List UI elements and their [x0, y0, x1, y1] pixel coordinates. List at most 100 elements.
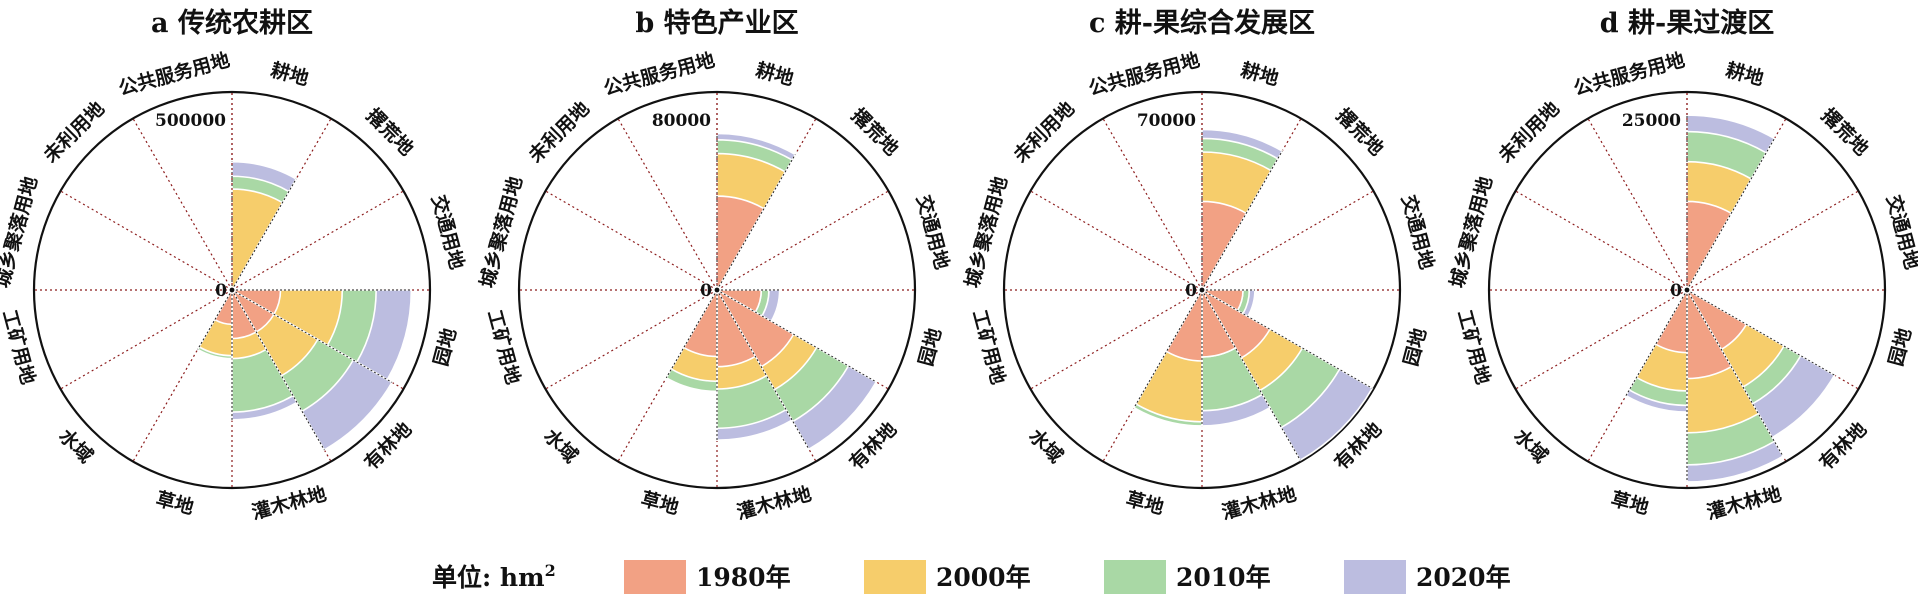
legend-label: 2000年 [936, 563, 1031, 592]
category-label: 耕地 [754, 58, 797, 90]
panel-title: b 特色产业区 [635, 7, 798, 39]
radial-guide [1030, 289, 1203, 390]
radial-guide [1686, 190, 1859, 291]
max-value-label: 25000 [1622, 111, 1681, 131]
zero-label: 0 [700, 281, 712, 301]
rose-sector-草地-1980年 [1654, 287, 1688, 354]
category-label: 草地 [1124, 487, 1167, 519]
category-label: 水域 [1510, 424, 1553, 467]
category-label: 撂荒地 [1817, 104, 1874, 161]
category-label: 园地 [1884, 326, 1916, 369]
category-label: 未利用地 [38, 97, 109, 168]
sector-edge [1686, 289, 1835, 376]
category-label: 工矿用地 [1453, 307, 1495, 386]
legend-label: 2010年 [1176, 563, 1271, 592]
category-label: 工矿用地 [968, 307, 1010, 386]
radial-guide [1201, 190, 1374, 291]
category-label: 未利用地 [1493, 97, 1564, 168]
category-label: 交通用地 [427, 192, 469, 271]
sector-edge [231, 178, 297, 291]
radial-guide [545, 289, 718, 390]
radial-guide [545, 190, 718, 291]
radial-guide [132, 289, 233, 462]
zero-label: 0 [1185, 281, 1197, 301]
legend-swatch-1980年 [624, 560, 686, 594]
category-label: 水域 [55, 424, 98, 467]
legend: 单位: hm2 1980年 2000年 2010年 2020年 [432, 560, 1511, 594]
outer-ring [517, 90, 917, 490]
radial-guide [1201, 118, 1302, 291]
category-label: 灌木林地 [1704, 482, 1783, 524]
category-label: 草地 [154, 487, 197, 519]
category-label: 交通用地 [1397, 192, 1439, 271]
panel-title: c 耕-果综合发展区 [1089, 7, 1315, 39]
category-label: 草地 [1609, 487, 1652, 519]
center-dot [714, 287, 720, 293]
category-label: 园地 [914, 326, 946, 369]
panel-title: d 耕-果过渡区 [1600, 7, 1775, 39]
legend-label: 2020年 [1416, 563, 1511, 592]
radial-guide [1515, 289, 1688, 390]
category-label: 未利用地 [523, 97, 594, 168]
radial-guide [1102, 289, 1203, 462]
category-label: 撂荒地 [362, 104, 419, 161]
legend-label: 1980年 [696, 563, 791, 592]
sector-edge [231, 289, 298, 403]
radial-guide [60, 289, 233, 390]
outer-ring [1002, 90, 1402, 490]
category-label: 有林地 [845, 418, 902, 475]
category-label: 草地 [639, 487, 682, 519]
sector-edge [716, 289, 877, 383]
rose-sector-耕地-1980年 [716, 195, 766, 293]
rose-sector-草地-1980年 [1165, 287, 1203, 362]
radial-guide [1515, 190, 1688, 291]
category-label: 有林地 [1815, 418, 1872, 475]
category-label: 交通用地 [912, 192, 954, 271]
category-label: 园地 [429, 326, 461, 369]
panel-2: b 特色产业区800000耕地撂荒地交通用地园地有林地灌木林地草地水域工矿用地城… [475, 7, 954, 524]
category-label: 有林地 [360, 418, 417, 475]
max-value-label: 70000 [1137, 111, 1196, 131]
radial-guide [231, 118, 332, 291]
sector-edge [1201, 150, 1283, 291]
category-label: 撂荒地 [1332, 104, 1389, 161]
sector-edge [665, 289, 718, 379]
category-label: 园地 [1399, 326, 1431, 369]
radial-guide [716, 118, 817, 291]
sector-edge [197, 289, 233, 350]
legend-swatch-2010年 [1104, 560, 1166, 594]
sector-edge [1201, 289, 1373, 389]
category-label: 灌木林地 [734, 482, 813, 524]
radial-guide [231, 190, 404, 291]
outer-ring [1487, 90, 1887, 490]
radial-guide [617, 118, 718, 291]
sector-edge [1133, 289, 1203, 408]
category-label: 水域 [1025, 424, 1068, 467]
rose-sector-耕地-1980年 [1686, 200, 1733, 293]
radial-guide [60, 190, 233, 291]
radial-guide [1587, 118, 1688, 291]
center-dot [1199, 287, 1205, 293]
center-dot [1684, 287, 1690, 293]
category-label: 工矿用地 [0, 307, 40, 386]
rose-sector-耕地-2000年 [231, 188, 284, 293]
unit-superscript: 2 [545, 561, 556, 580]
category-label: 耕地 [269, 58, 312, 90]
unit-label: 单位: hm2 [432, 561, 556, 592]
category-label: 灌木林地 [1219, 482, 1298, 524]
radial-guide [1587, 289, 1688, 462]
sector-edge [716, 289, 810, 450]
category-label: 工矿用地 [483, 307, 525, 386]
radial-guide [1102, 118, 1203, 291]
legend-swatch-2020年 [1344, 560, 1406, 594]
max-value-label: 500000 [155, 111, 226, 131]
radial-guide [132, 118, 233, 291]
category-label: 耕地 [1724, 58, 1767, 90]
category-label: 未利用地 [1008, 97, 1079, 168]
sector-edge [716, 289, 793, 421]
category-label: 交通用地 [1882, 192, 1918, 271]
